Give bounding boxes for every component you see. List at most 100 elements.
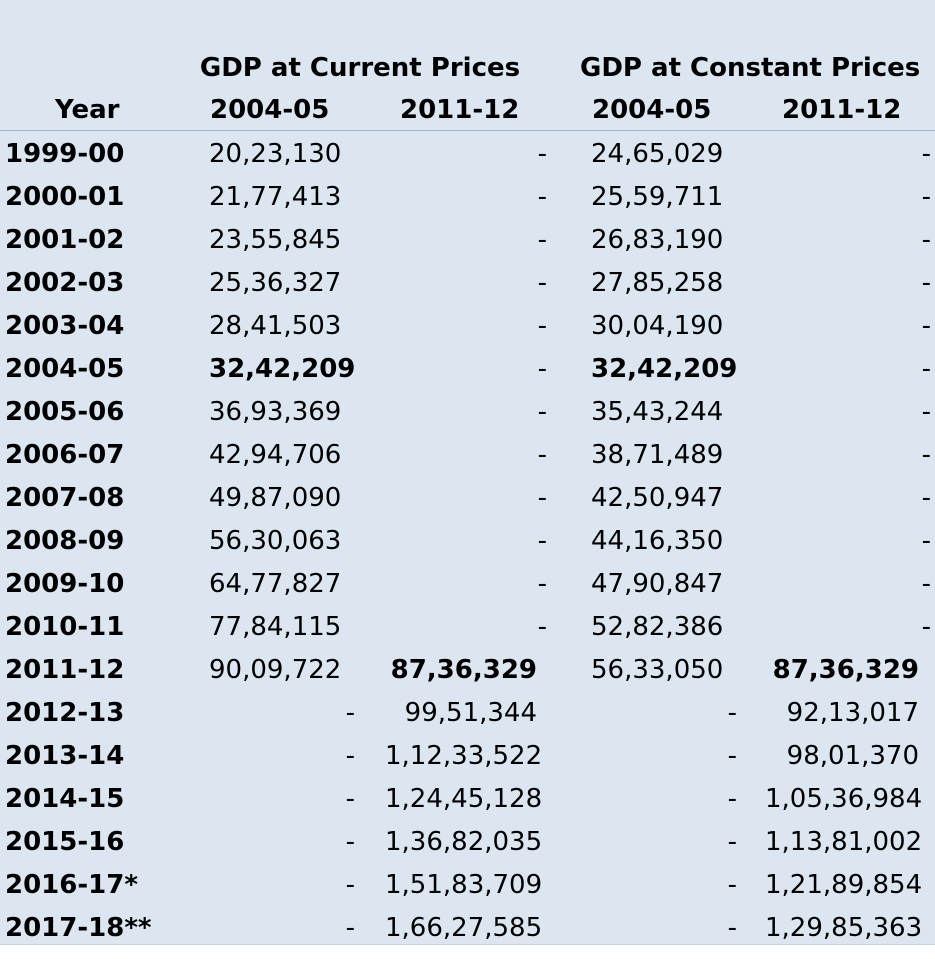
table-row: 1999-00 20,23,130 - 24,65,029 - — [0, 133, 935, 176]
value-cell-c4: - — [921, 526, 931, 556]
value-cell-c4: - — [921, 397, 931, 427]
value-cell-c3: 24,65,029 — [591, 139, 724, 169]
year-cell: 2007-08 — [5, 483, 125, 513]
header-divider — [0, 130, 935, 131]
year-cell: 2015-16 — [5, 827, 125, 857]
value-cell-c2: 1,12,33,522 — [385, 741, 543, 771]
table-row: 2004-05 32,42,209 - 32,42,209 - — [0, 348, 935, 391]
value-cell-c2: - — [537, 182, 547, 212]
value-cell-c4: - — [921, 268, 931, 298]
value-cell-c3: 27,85,258 — [591, 268, 724, 298]
value-cell-c4: - — [921, 483, 931, 513]
year-cell: 2010-11 — [5, 612, 125, 642]
value-cell-c3: - — [727, 913, 737, 943]
value-cell-c3: 44,16,350 — [591, 526, 724, 556]
value-cell-c3: - — [727, 741, 737, 771]
value-cell-c1: 49,87,090 — [209, 483, 342, 513]
value-cell-c1: 64,77,827 — [209, 569, 342, 599]
column-header-current-2011-12: 2011-12 — [400, 95, 520, 125]
bottom-divider — [0, 944, 935, 959]
value-cell-c2: - — [537, 354, 547, 384]
value-cell-c3: 52,82,386 — [591, 612, 724, 642]
value-cell-c3: - — [727, 870, 737, 900]
table-row: 2001-02 23,55,845 - 26,83,190 - — [0, 219, 935, 262]
value-cell-c1: 36,93,369 — [209, 397, 342, 427]
value-cell-c3: 26,83,190 — [591, 225, 724, 255]
column-header-constant-2011-12: 2011-12 — [782, 95, 902, 125]
value-cell-c3: 47,90,847 — [591, 569, 724, 599]
year-cell: 2013-14 — [5, 741, 125, 771]
value-cell-c1: 20,23,130 — [209, 139, 342, 169]
value-cell-c3: - — [727, 698, 737, 728]
year-cell: 2004-05 — [5, 354, 125, 384]
value-cell-c3: 35,43,244 — [591, 397, 724, 427]
value-cell-c4: 1,29,85,363 — [765, 913, 923, 943]
table-row: 2015-16-1,36,82,035-1,13,81,002 — [0, 821, 935, 864]
value-cell-c2: 87,36,329 — [390, 655, 537, 685]
value-cell-c3: 30,04,190 — [591, 311, 724, 341]
table-row: 2014-15-1,24,45,128-1,05,36,984 — [0, 778, 935, 821]
value-cell-c3: 42,50,947 — [591, 483, 724, 513]
value-cell-c3: 25,59,711 — [591, 182, 724, 212]
table-row: 2017-18** -1,66,27,585-1,29,85,363 — [0, 907, 935, 950]
value-cell-c4: 98,01,370 — [786, 741, 919, 771]
year-cell: 2014-15 — [5, 784, 125, 814]
year-cell: 2008-09 — [5, 526, 125, 556]
year-cell: 2000-01 — [5, 182, 125, 212]
value-cell-c1: - — [345, 870, 355, 900]
value-cell-c2: - — [537, 225, 547, 255]
value-cell-c3: - — [727, 784, 737, 814]
value-cell-c3: 38,71,489 — [591, 440, 724, 470]
group-header-current-prices: GDP at Current Prices — [199, 53, 521, 83]
value-cell-c4: - — [921, 612, 931, 642]
value-cell-c2: - — [537, 526, 547, 556]
year-cell: 1999-00 — [5, 139, 125, 169]
value-cell-c1: 32,42,209 — [209, 354, 356, 384]
value-cell-c4: - — [921, 354, 931, 384]
value-cell-c4: - — [921, 139, 931, 169]
value-cell-c2: - — [537, 569, 547, 599]
year-cell: 2011-12 — [5, 655, 125, 685]
value-cell-c2: 1,36,82,035 — [385, 827, 543, 857]
value-cell-c1: - — [345, 913, 355, 943]
value-cell-c1: - — [345, 827, 355, 857]
year-cell: 2009-10 — [5, 569, 125, 599]
value-cell-c4: 1,05,36,984 — [765, 784, 923, 814]
value-cell-c1: 77,84,115 — [209, 612, 342, 642]
table-row: 2007-08 49,87,090 - 42,50,947 - — [0, 477, 935, 520]
table-row: 2006-07 42,94,706 - 38,71,489 - — [0, 434, 935, 477]
value-cell-c1: 23,55,845 — [209, 225, 342, 255]
value-cell-c2: 99,51,344 — [404, 698, 537, 728]
table-row: 2002-03 25,36,327 - 27,85,258 - — [0, 262, 935, 305]
value-cell-c1: 21,77,413 — [209, 182, 342, 212]
value-cell-c3: 56,33,050 — [591, 655, 724, 685]
value-cell-c2: - — [537, 440, 547, 470]
column-header-current-2004-05: 2004-05 — [210, 95, 330, 125]
table-row: 2010-11 77,84,115 - 52,82,386 - — [0, 606, 935, 649]
year-cell: 2012-13 — [5, 698, 125, 728]
value-cell-c2: - — [537, 397, 547, 427]
table-row: 2000-01 21,77,413 - 25,59,711 - — [0, 176, 935, 219]
year-cell: 2005-06 — [5, 397, 125, 427]
value-cell-c1: - — [345, 741, 355, 771]
value-cell-c1: 28,41,503 — [209, 311, 342, 341]
year-cell: 2003-04 — [5, 311, 125, 341]
value-cell-c2: - — [537, 483, 547, 513]
value-cell-c4: - — [921, 182, 931, 212]
year-cell: 2001-02 — [5, 225, 125, 255]
column-header-year: Year — [55, 95, 120, 125]
value-cell-c1: 56,30,063 — [209, 526, 342, 556]
value-cell-c1: - — [345, 784, 355, 814]
value-cell-c1: 25,36,327 — [209, 268, 342, 298]
table-row: 2012-13 - 99,51,344 - 92,13,017 — [0, 692, 935, 735]
table-body: 1999-00 20,23,130 - 24,65,029 - 2000-01 21,77,… — [0, 133, 935, 950]
value-cell-c4: - — [921, 311, 931, 341]
table-row: 2011-12 90,09,722 87,36,329 56,33,050 87,36,… — [0, 649, 935, 692]
year-cell: 2017-18** — [5, 913, 152, 943]
value-cell-c4: 92,13,017 — [786, 698, 919, 728]
value-cell-c2: 1,66,27,585 — [385, 913, 543, 943]
value-cell-c4: - — [921, 440, 931, 470]
value-cell-c4: 1,21,89,854 — [765, 870, 923, 900]
value-cell-c2: - — [537, 311, 547, 341]
year-cell: 2006-07 — [5, 440, 125, 470]
